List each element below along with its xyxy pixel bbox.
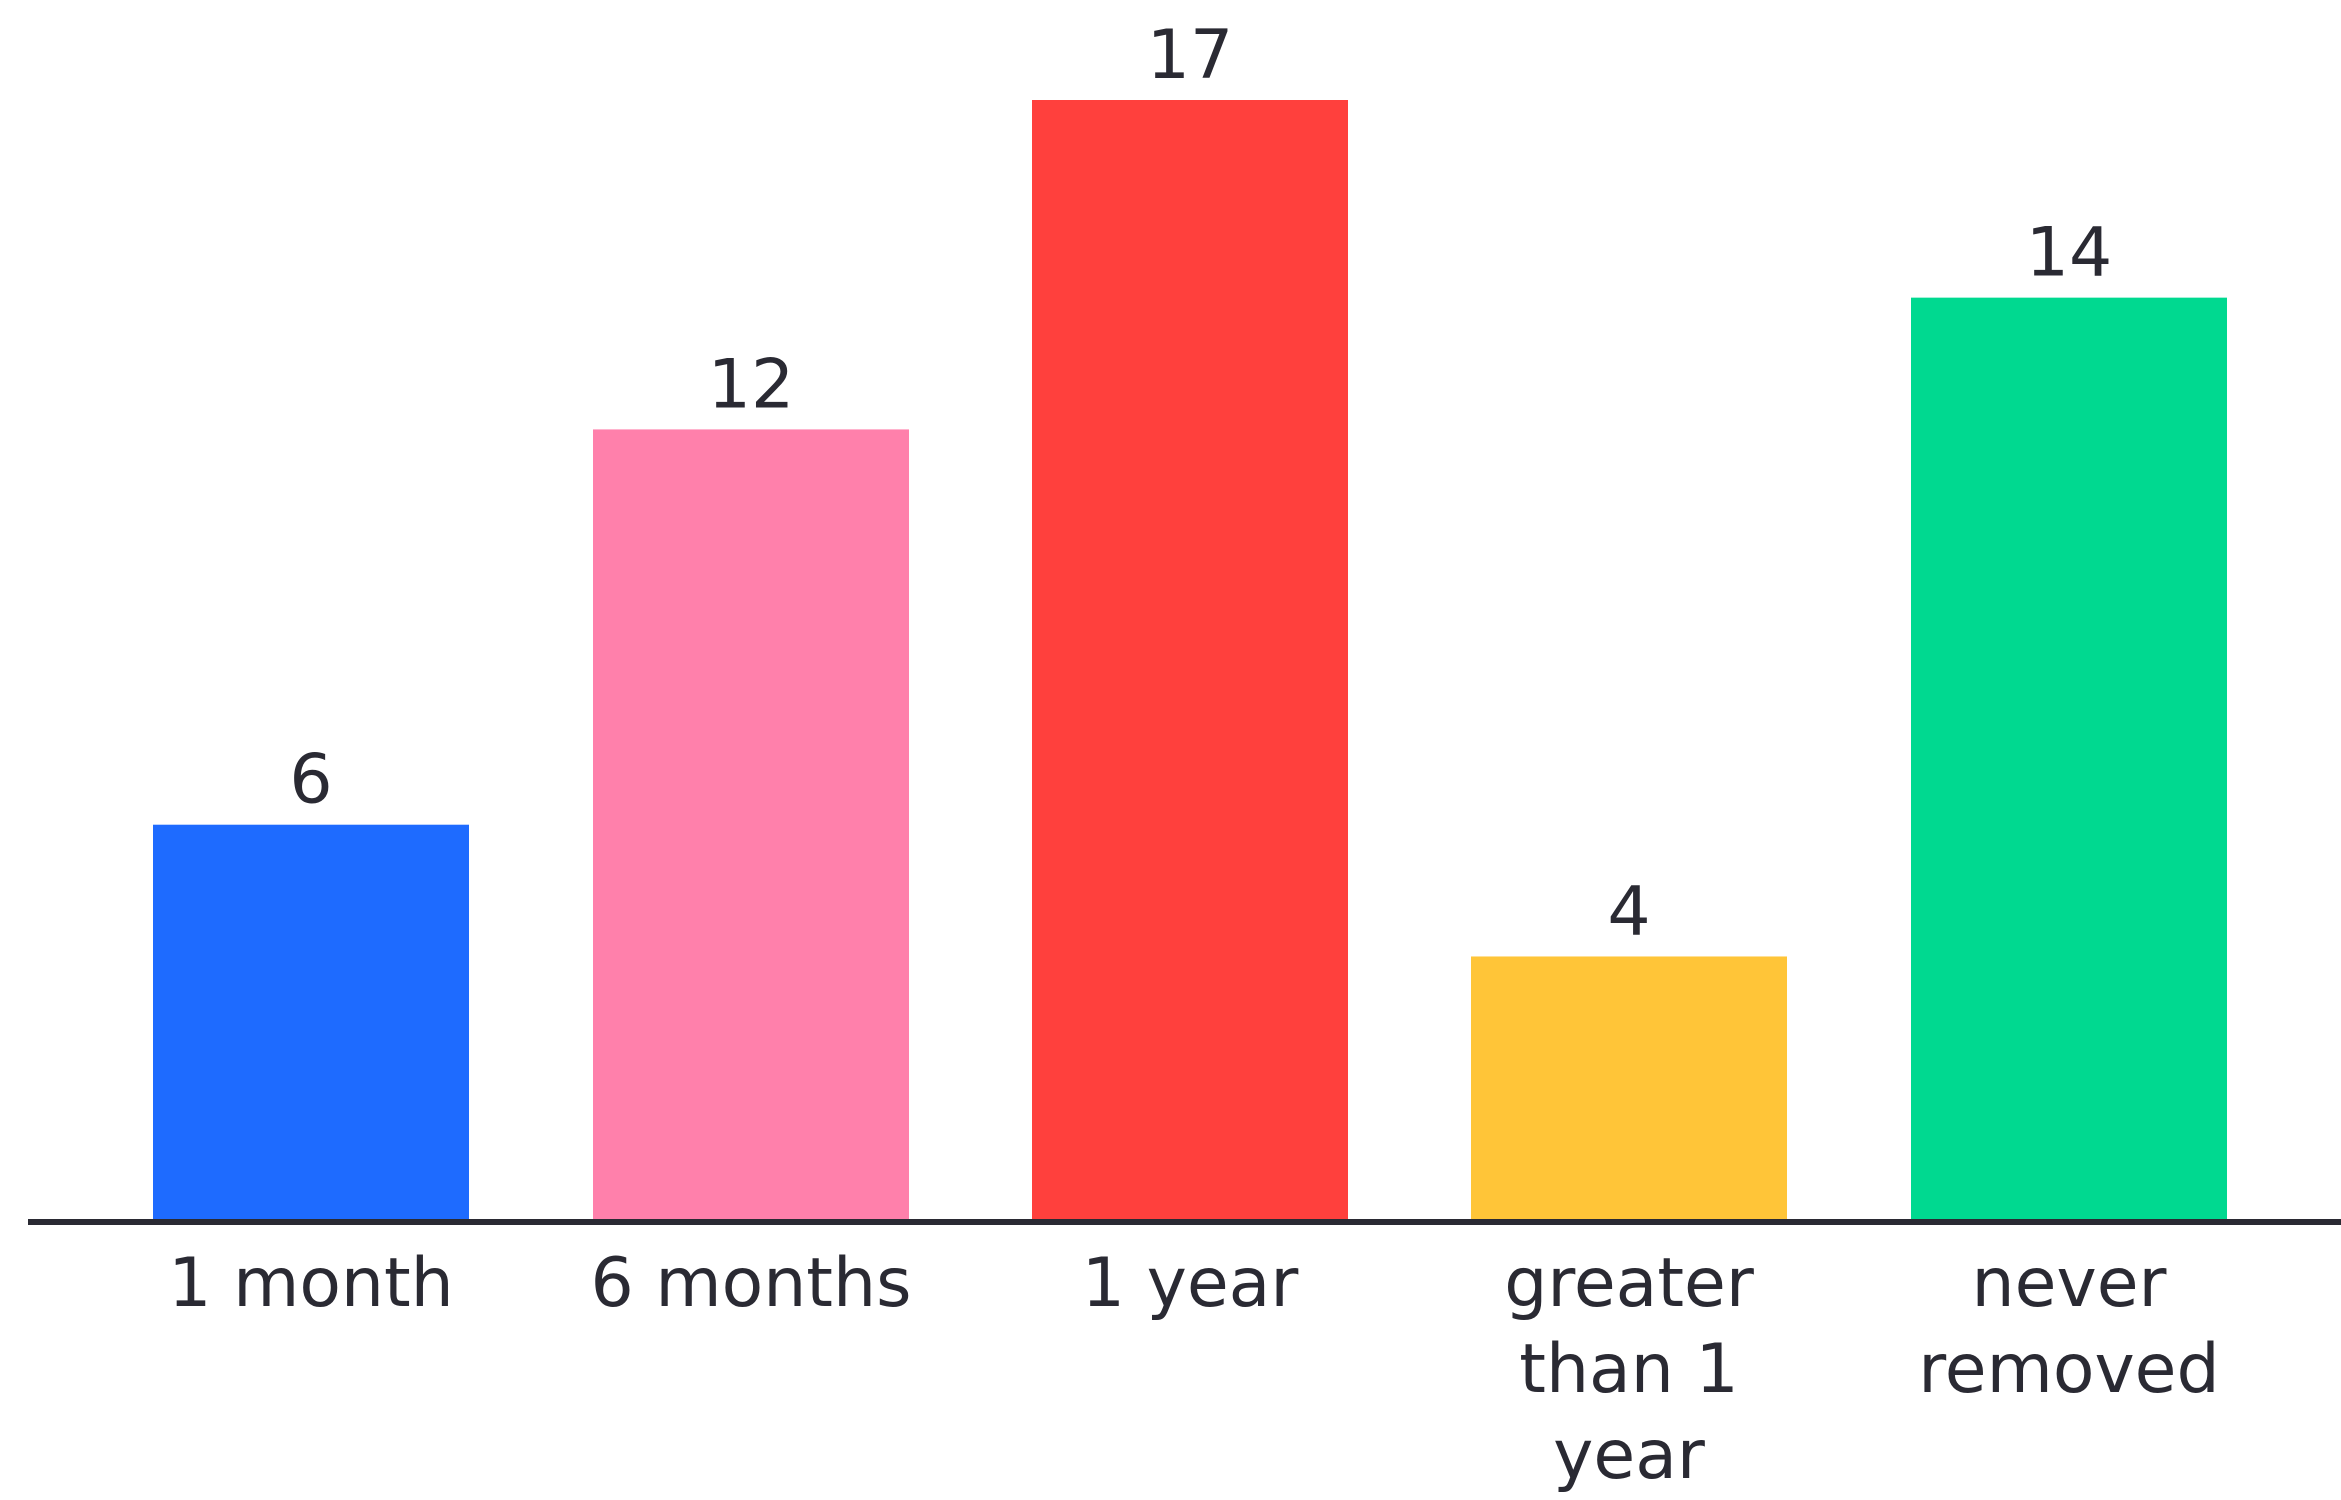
bars-group [153,100,2227,1221]
x-tick-label: 1 month [168,1244,454,1323]
x-tick-label: 1 year [1082,1244,1299,1323]
bar-value-label: 12 [708,345,795,424]
value-labels-group: 6 12 17 4 14 [289,16,2112,951]
bar-3 [1032,100,1348,1220]
bar-value-label: 17 [1147,16,1234,95]
category-labels-group: 1 month 6 months 1 year greater than 1 year ne… [168,1244,2219,1495]
bar-1 [153,824,469,1220]
x-tick-label: never removed [1918,1244,2219,1409]
bar-2 [593,429,909,1221]
bar-value-label: 4 [1607,872,1650,951]
bar-value-label: 14 [2026,214,2113,293]
x-tick-label: 6 months [590,1244,911,1323]
bar-5 [1911,297,2227,1220]
bar-value-label: 6 [289,741,332,820]
x-tick-label: greater than 1 year [1504,1244,1754,1495]
bar-4 [1471,956,1787,1220]
